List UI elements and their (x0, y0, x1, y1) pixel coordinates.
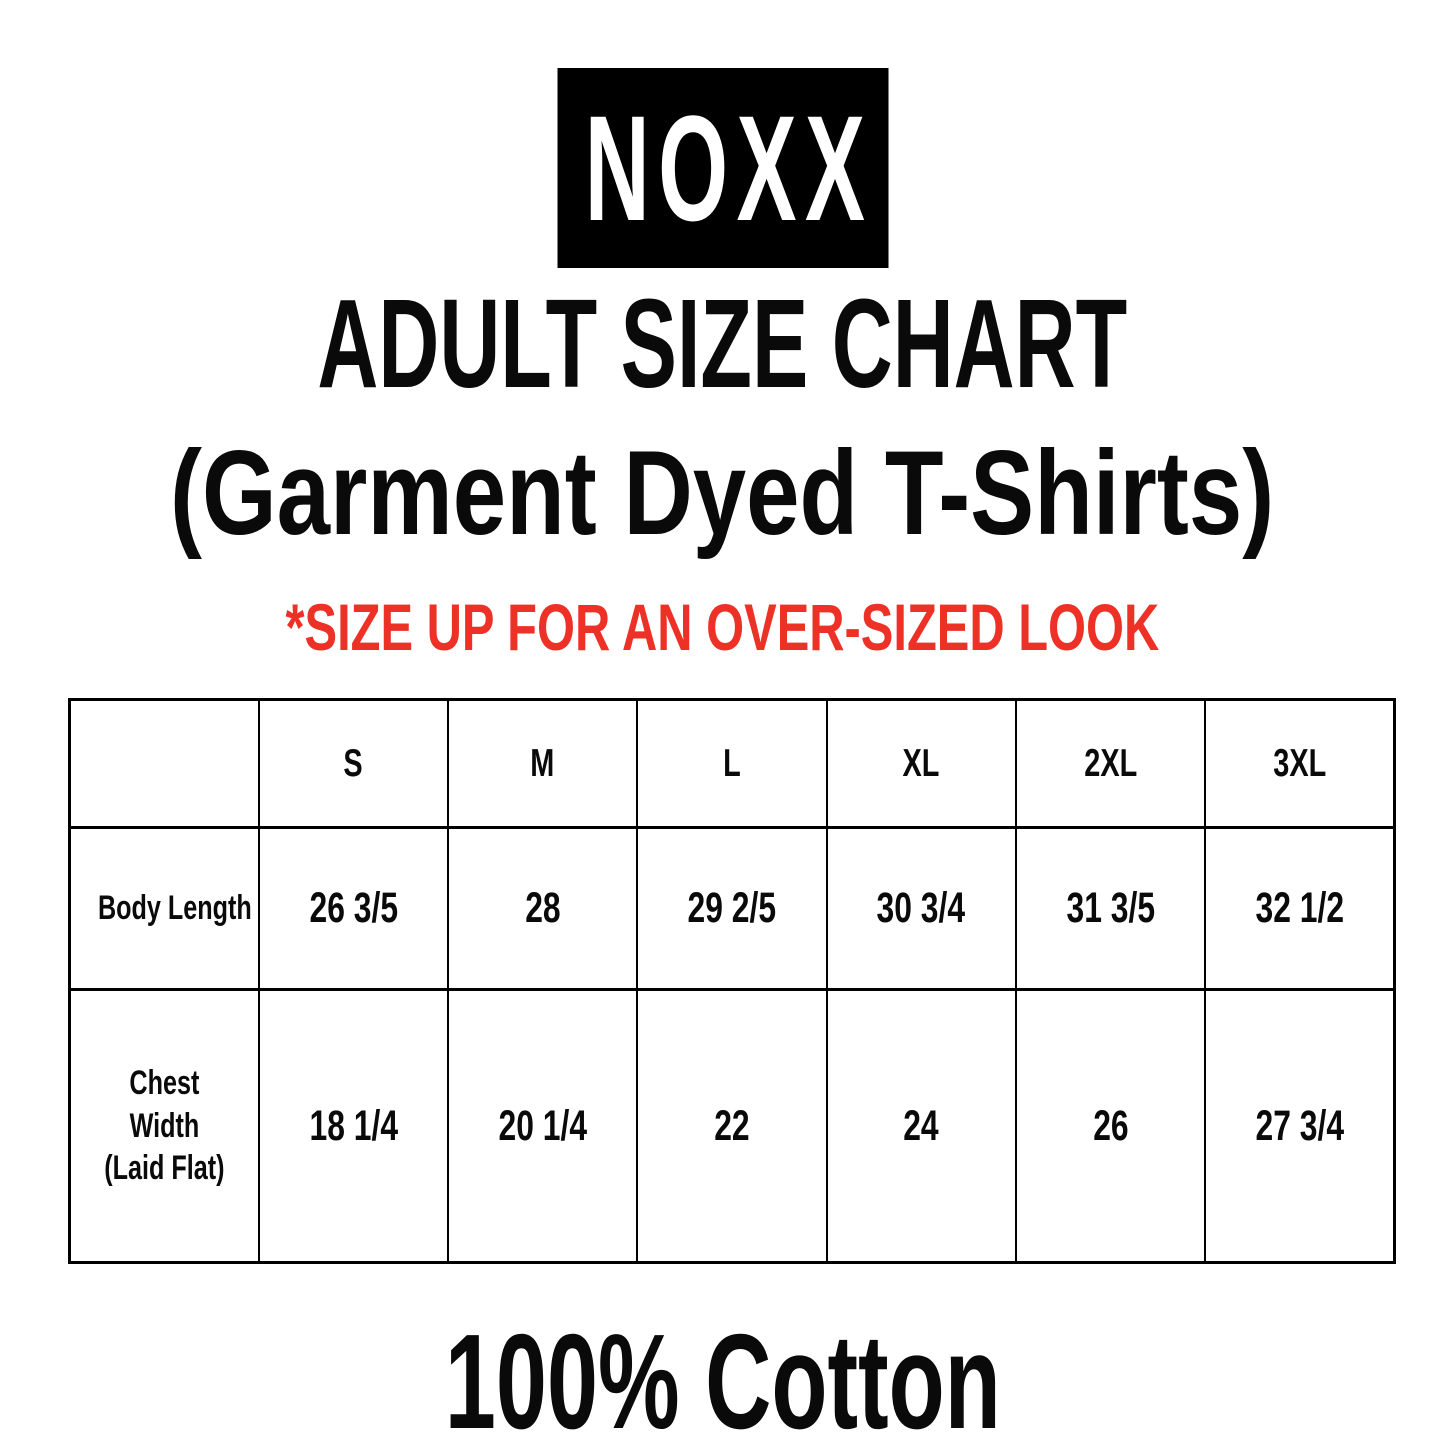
size-table: S M L XL 2XL 3XL (68, 698, 1396, 1264)
col-header-xl: XL (825, 698, 1017, 829)
page-title-text: ADULT SIZE CHART (317, 273, 1128, 414)
cell-body-length-m: 28 (447, 826, 639, 991)
cell-body-length-2xl: 31 3/5 (1014, 826, 1207, 991)
cell-chest-width-m: 20 1/4 (447, 988, 639, 1264)
row-label-body-length: Body Length (68, 826, 260, 991)
cell-text: 29 2/5 (687, 884, 777, 932)
cell-chest-width-xl: 24 (825, 988, 1017, 1264)
col-header-s: S (257, 698, 450, 829)
col-header-m: M (447, 698, 639, 829)
page-subtitle: (Garment Dyed T-Shirts) (0, 433, 1445, 553)
row-label-chest-width-text: Chest Width (Laid Flat) (104, 1064, 225, 1188)
page-subtitle-text: (Garment Dyed T-Shirts) (170, 426, 1275, 560)
col-header-l: L (636, 698, 828, 829)
cell-chest-width-s: 18 1/4 (257, 988, 450, 1264)
oversize-note-text: *SIZE UP FOR AN OVER-SIZED LOOK (285, 590, 1160, 664)
cell-chest-width-3xl: 27 3/4 (1204, 988, 1396, 1264)
cell-text: 20 1/4 (498, 1101, 587, 1150)
col-header-l-text: L (723, 742, 741, 785)
col-header-m-text: M (530, 742, 555, 785)
cell-body-length-3xl: 32 1/2 (1204, 826, 1396, 991)
cell-body-length-s: 26 3/5 (257, 826, 450, 991)
cell-text: 30 3/4 (877, 884, 966, 932)
size-table-header-row: S M L XL 2XL 3XL (68, 698, 1396, 829)
oversize-note: *SIZE UP FOR AN OVER-SIZED LOOK (0, 594, 1445, 660)
cell-text: 26 3/5 (309, 884, 398, 932)
col-header-2xl: 2XL (1014, 698, 1207, 829)
brand-logo: NOXX (557, 68, 888, 268)
row-label-chest-width: Chest Width (Laid Flat) (68, 988, 260, 1264)
col-header-2xl-text: 2XL (1084, 742, 1138, 785)
cell-chest-width-l: 22 (636, 988, 828, 1264)
cell-body-length-xl: 30 3/4 (825, 826, 1017, 991)
col-header-s-text: S (343, 742, 364, 785)
cell-body-length-l: 29 2/5 (636, 826, 828, 991)
cell-text: 28 (525, 884, 561, 932)
col-header-3xl-text: 3XL (1273, 742, 1327, 785)
col-header-blank (68, 698, 260, 829)
cell-chest-width-2xl: 26 (1014, 988, 1207, 1264)
cell-text: 26 (1092, 1101, 1129, 1150)
cell-text: 22 (714, 1101, 750, 1150)
fabric-note-text: 100% Cotton (444, 1306, 1001, 1445)
row-label-body-length-text: Body Length (98, 889, 252, 928)
page-title: ADULT SIZE CHART (0, 281, 1445, 407)
col-header-xl-text: XL (902, 742, 940, 785)
cell-text: 27 3/4 (1255, 1101, 1344, 1150)
fabric-note: 100% Cotton (0, 1314, 1445, 1445)
brand-logo-text: NOXX (585, 84, 874, 252)
cell-text: 24 (903, 1101, 939, 1150)
col-header-3xl: 3XL (1204, 698, 1396, 829)
cell-text: 31 3/5 (1066, 884, 1155, 932)
cell-text: 32 1/2 (1255, 884, 1344, 932)
table-row-body-length: Body Length 26 3/5 28 29 2/5 30 3/4 31 3… (68, 826, 1396, 991)
table-row-chest-width: Chest Width (Laid Flat) 18 1/4 20 1/4 22… (68, 988, 1396, 1264)
cell-text: 18 1/4 (309, 1101, 398, 1150)
